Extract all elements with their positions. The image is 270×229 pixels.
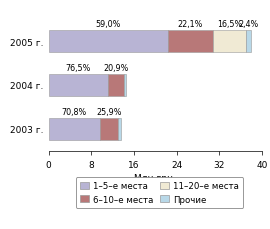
Bar — [213, 30, 247, 53]
Bar — [118, 118, 120, 141]
X-axis label: Млн грн.: Млн грн. — [134, 173, 176, 182]
Bar — [108, 74, 124, 97]
Bar — [124, 74, 126, 97]
Text: 22,1%: 22,1% — [178, 20, 203, 29]
Text: 59,0%: 59,0% — [96, 20, 121, 29]
Bar — [247, 30, 251, 53]
Legend: 1–5–е места, 6–10–е места, 11–20–е места, Прочие: 1–5–е места, 6–10–е места, 11–20–е места… — [76, 177, 243, 208]
Bar — [49, 118, 100, 141]
Bar — [49, 30, 168, 53]
Text: 20,9%: 20,9% — [103, 64, 129, 73]
Text: 70,8%: 70,8% — [62, 108, 87, 117]
Text: 76,5%: 76,5% — [66, 64, 91, 73]
Bar — [49, 74, 108, 97]
Bar — [168, 30, 213, 53]
Bar — [100, 118, 118, 141]
Text: 2,4%: 2,4% — [239, 20, 259, 29]
Text: 16,5%: 16,5% — [217, 20, 242, 29]
Text: 25,9%: 25,9% — [96, 108, 122, 117]
